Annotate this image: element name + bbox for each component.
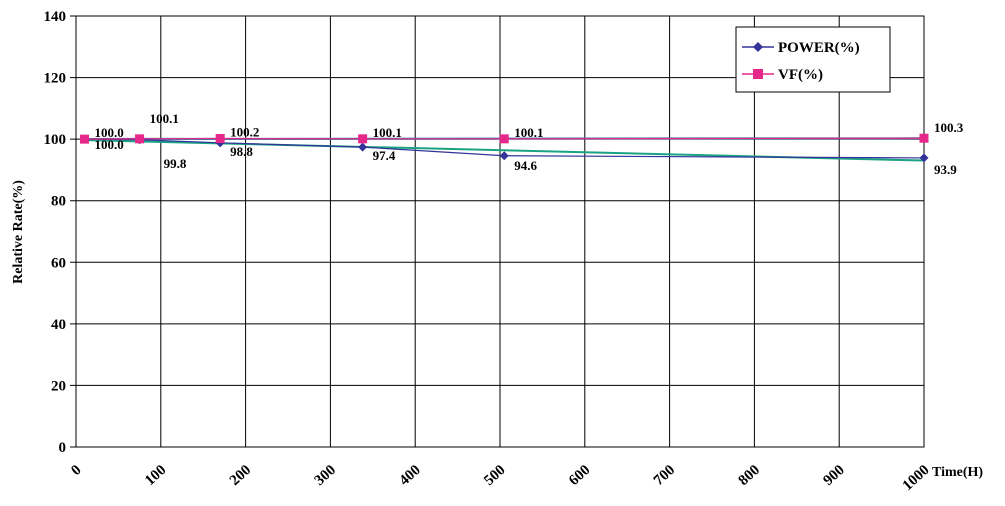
y-tick-label: 100 <box>44 132 67 148</box>
x-axis-ticks: 0 100 200 300 400 500 600 700 800 900 1000 <box>68 462 932 494</box>
x-tick-label: 100 <box>142 462 169 489</box>
data-label-vf: 100.1 <box>514 125 543 140</box>
y-axis-ticks: 0 20 40 60 80 100 120 140 <box>44 9 67 456</box>
data-point-vf <box>215 134 225 144</box>
data-point-vf <box>135 134 145 144</box>
y-tick-label: 60 <box>51 255 66 271</box>
x-tick-label: 0 <box>68 462 84 479</box>
x-tick-label: 900 <box>820 462 847 489</box>
data-label-power: 98.8 <box>230 144 253 159</box>
data-label-power: 93.9 <box>934 162 957 177</box>
data-label-vf: 100.2 <box>230 125 259 140</box>
x-tick-label: 300 <box>312 462 339 489</box>
data-point-power <box>919 153 929 163</box>
data-point-power <box>358 142 368 152</box>
y-axis-label: Relative Rate(%) <box>11 180 26 284</box>
y-tick-label: 80 <box>51 194 66 210</box>
data-label-power: 100.0 <box>94 137 123 152</box>
series-line <box>84 137 925 140</box>
y-tick-label: 40 <box>51 317 66 333</box>
data-label-power: 97.4 <box>373 148 396 163</box>
series-line <box>84 138 925 159</box>
data-series <box>79 133 929 163</box>
data-label-vf: 100.0 <box>94 125 123 140</box>
data-labels: 100.0 99.8 98.8 97.4 94.6 93.9 100.0 100.1 100.2… <box>94 111 963 177</box>
x-tick-label: 1000 <box>900 462 933 494</box>
x-tick-label: 600 <box>566 462 593 489</box>
x-tick-label: 200 <box>227 462 254 489</box>
data-label-vf: 100.3 <box>934 120 964 135</box>
legend-label: VF(%) <box>778 67 823 83</box>
y-tick-label: 20 <box>51 378 66 394</box>
x-tick-label: 400 <box>396 462 423 489</box>
legend-marker-diamond <box>753 42 763 52</box>
data-label-vf: 100.1 <box>150 111 179 126</box>
data-point-vf <box>79 134 89 144</box>
data-point-vf <box>499 134 509 144</box>
legend-label: POWER(%) <box>778 40 860 56</box>
data-label-power: 99.8 <box>164 156 187 171</box>
data-point-power <box>499 151 509 161</box>
data-label-power: 94.6 <box>514 158 537 173</box>
data-point-vf <box>919 133 929 143</box>
x-tick-label: 800 <box>736 462 763 489</box>
data-point-vf <box>358 134 368 144</box>
y-tick-label: 140 <box>44 9 67 25</box>
x-tick-label: 500 <box>481 462 508 489</box>
plot-frame <box>75 15 925 448</box>
y-tick-label: 0 <box>59 440 67 456</box>
y-tick-label: 120 <box>44 71 67 87</box>
data-label-vf: 100.1 <box>373 125 402 140</box>
x-tick-label: 700 <box>651 462 678 489</box>
chart-legend: POWER(%) VF(%) <box>735 26 891 93</box>
x-axis-label: Time(H) <box>932 465 983 480</box>
legend-marker-square <box>753 69 763 79</box>
